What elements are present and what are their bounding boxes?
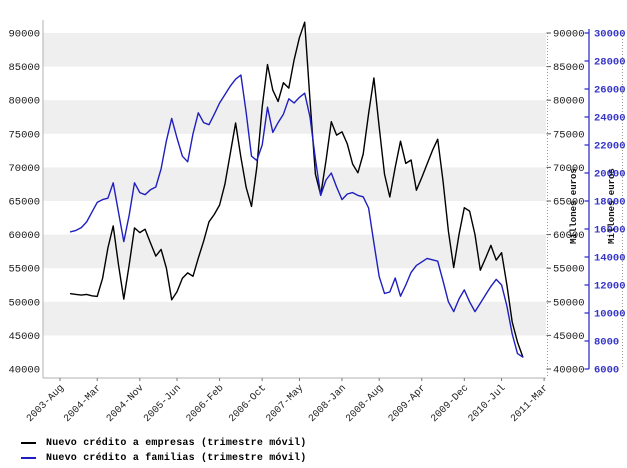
right-axis-black-tick-label: 60000 xyxy=(553,230,585,242)
left-axis-tick-label: 80000 xyxy=(8,96,40,108)
grid-band xyxy=(43,234,546,269)
right-axis-black-tick-label: 45000 xyxy=(553,331,585,343)
x-axis-tick-label: 2010-Jul xyxy=(466,382,508,424)
x-axis-tick-label: 2008-Jan xyxy=(307,383,349,425)
right-axis-black-tick-label: 50000 xyxy=(553,297,585,309)
blue-axis-tick-label: 6000 xyxy=(594,365,619,377)
right-axis-black-tick-label: 40000 xyxy=(553,365,585,377)
right-axis-black-tick-label: 90000 xyxy=(553,29,585,41)
left-axis-tick-label: 55000 xyxy=(8,264,40,276)
blue-axis-tick-label: 28000 xyxy=(594,57,626,69)
left-axis-tick-label: 45000 xyxy=(8,331,40,343)
blue-axis-tick-label: 22000 xyxy=(594,141,626,153)
empresas-series-line xyxy=(69,21,524,358)
empresas-line-swatch xyxy=(21,442,36,444)
legend-label-empresas: Nuevo crédito a empresas (trimestre móvi… xyxy=(46,437,307,449)
right-axis-black-title: Millones euros xyxy=(569,168,579,244)
legend-item-familias: Nuevo crédito a familias (trimestre móvi… xyxy=(21,452,306,464)
right-axis-black-tick-label: 85000 xyxy=(553,62,585,74)
grid-band xyxy=(43,301,546,336)
left-axis-tick-label: 60000 xyxy=(8,230,40,242)
blue-axis-tick-label: 26000 xyxy=(594,85,626,97)
right-axis-black-tick-label: 55000 xyxy=(553,264,585,276)
x-axis-tick-label: 2009-Apr xyxy=(387,383,429,425)
x-axis-tick-label: 2003-Aug xyxy=(25,383,67,425)
left-axis-tick-label: 70000 xyxy=(8,163,40,175)
right-axis-blue-title: Millones euros xyxy=(607,168,617,244)
left-axis-tick-label: 65000 xyxy=(8,197,40,209)
left-axis-tick-label: 75000 xyxy=(8,129,40,141)
blue-axis-tick-label: 10000 xyxy=(594,309,626,321)
x-axis-tick-label: 2009-Dec xyxy=(429,383,471,425)
blue-axis-tick-label: 24000 xyxy=(594,113,626,125)
x-axis-tick-label: 2004-Nov xyxy=(105,383,147,425)
right-axis-black-tick-label: 80000 xyxy=(553,96,585,108)
x-axis-tick-label: 2006-Feb xyxy=(184,382,226,424)
x-axis-tick-label: 2011-Mar xyxy=(509,383,551,425)
blue-axis-tick-label: 14000 xyxy=(594,253,626,265)
grid-band xyxy=(43,167,546,201)
x-axis-tick-label: 2007-May xyxy=(264,383,306,425)
left-axis-tick-label: 50000 xyxy=(8,297,40,309)
left-axis-tick-label: 90000 xyxy=(8,29,40,41)
legend-item-empresas: Nuevo crédito a empresas (trimestre móvi… xyxy=(21,437,306,449)
left-axis-tick-label: 40000 xyxy=(8,365,40,377)
legend-label-familias: Nuevo crédito a familias (trimestre móvi… xyxy=(46,452,307,464)
right-axis-black-tick-label: 65000 xyxy=(553,197,585,209)
blue-axis-tick-label: 12000 xyxy=(594,281,626,293)
blue-axis-tick-label: 30000 xyxy=(594,29,626,41)
left-axis-tick-label: 85000 xyxy=(8,62,40,74)
x-axis-tick-label: 2005-Jun xyxy=(142,383,184,425)
x-axis-tick-label: 2008-Aug xyxy=(344,383,386,425)
familias-series-line xyxy=(69,74,524,358)
blue-axis-tick-label: 8000 xyxy=(594,337,619,349)
familias-line-swatch xyxy=(21,457,36,459)
blue-axis-tick-label: 20000 xyxy=(594,169,626,181)
blue-axis-tick-label: 18000 xyxy=(594,197,626,209)
right-axis-black-tick-label: 70000 xyxy=(553,163,585,175)
right-axis-black-tick-label: 75000 xyxy=(553,129,585,141)
blue-axis-tick-label: 16000 xyxy=(594,225,626,237)
x-axis-tick-label: 2006-Oct xyxy=(227,383,269,425)
grid-band xyxy=(43,100,546,134)
x-axis-tick-label: 2004-Mar xyxy=(62,383,104,425)
